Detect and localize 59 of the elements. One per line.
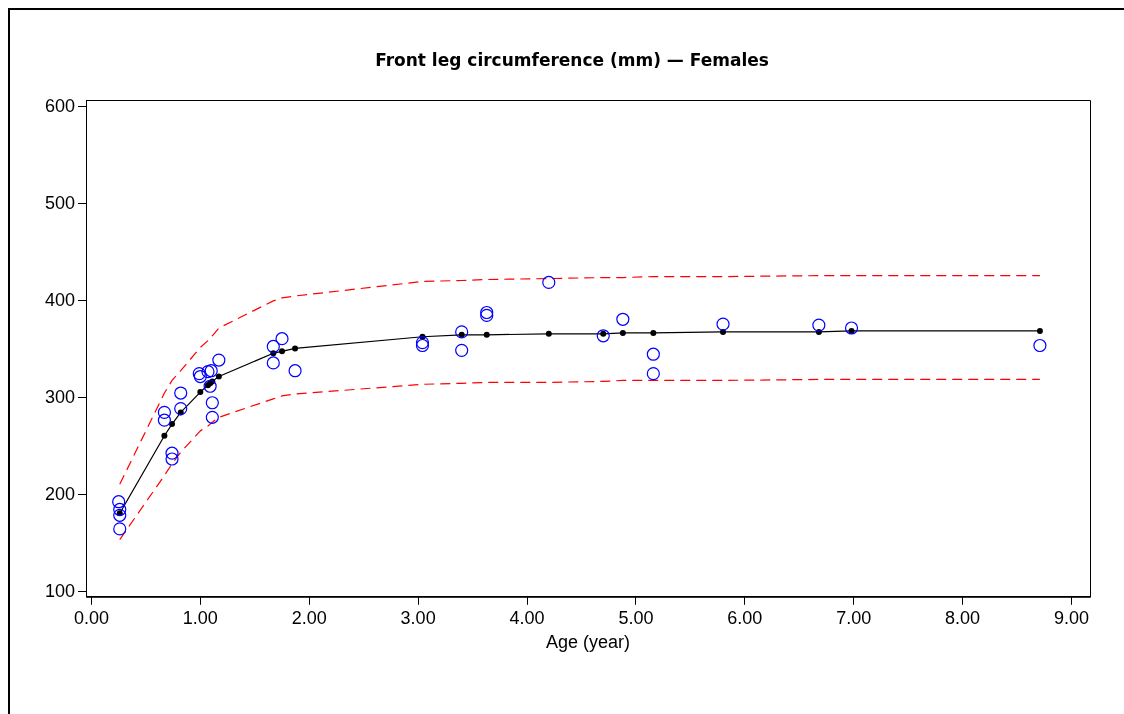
point	[174, 401, 188, 416]
y-tick-label: 600	[44, 95, 75, 116]
point	[205, 396, 219, 410]
point	[596, 329, 610, 343]
y-tick-label: 100	[44, 580, 75, 601]
point	[165, 446, 179, 460]
point	[483, 331, 490, 338]
point	[616, 312, 630, 326]
point	[157, 405, 171, 420]
point	[275, 332, 289, 346]
point	[619, 329, 626, 336]
point	[113, 508, 127, 522]
point	[215, 373, 222, 380]
point	[113, 502, 127, 517]
point	[545, 330, 552, 337]
y-tick-label: 500	[44, 192, 75, 213]
point	[212, 353, 226, 367]
x-tick-label: 6.00	[727, 607, 763, 628]
point	[165, 452, 179, 466]
y-tick-label: 400	[44, 289, 75, 310]
y-tick-label: 200	[44, 483, 75, 504]
x-tick-label: 4.00	[509, 607, 545, 628]
point	[197, 389, 204, 396]
x-axis-title: Age (year)	[545, 632, 631, 653]
point	[650, 329, 657, 336]
point	[205, 410, 219, 424]
point	[174, 386, 188, 400]
x-tick-label: 2.00	[291, 607, 327, 628]
point	[716, 317, 730, 331]
point	[455, 325, 469, 339]
point	[161, 432, 168, 439]
x-tick-label: 1.00	[182, 607, 218, 628]
point	[266, 339, 280, 354]
x-tick-label: 0.00	[73, 607, 109, 628]
x-tick-label: 8.00	[945, 607, 981, 628]
point	[266, 356, 280, 370]
point	[113, 522, 127, 536]
point	[1033, 338, 1047, 353]
point	[169, 421, 176, 428]
point	[203, 379, 217, 393]
point	[1036, 327, 1043, 334]
x-tick-label: 3.00	[400, 607, 436, 628]
point	[844, 321, 859, 335]
point	[542, 275, 556, 290]
point	[812, 318, 826, 332]
chart-title: Front leg circumference (mm) — Females	[374, 50, 770, 70]
point	[279, 348, 286, 355]
x-tick-label: 5.00	[618, 607, 654, 628]
point	[646, 367, 660, 381]
point	[292, 345, 299, 352]
x-tick-label: 7.00	[836, 607, 872, 628]
point	[157, 413, 171, 427]
point	[112, 495, 126, 509]
point	[288, 364, 302, 378]
point	[455, 343, 469, 357]
y-tick-label: 300	[44, 386, 75, 407]
x-tick-label: 9.00	[1053, 607, 1090, 628]
point	[646, 347, 660, 361]
line-series	[119, 275, 1041, 485]
